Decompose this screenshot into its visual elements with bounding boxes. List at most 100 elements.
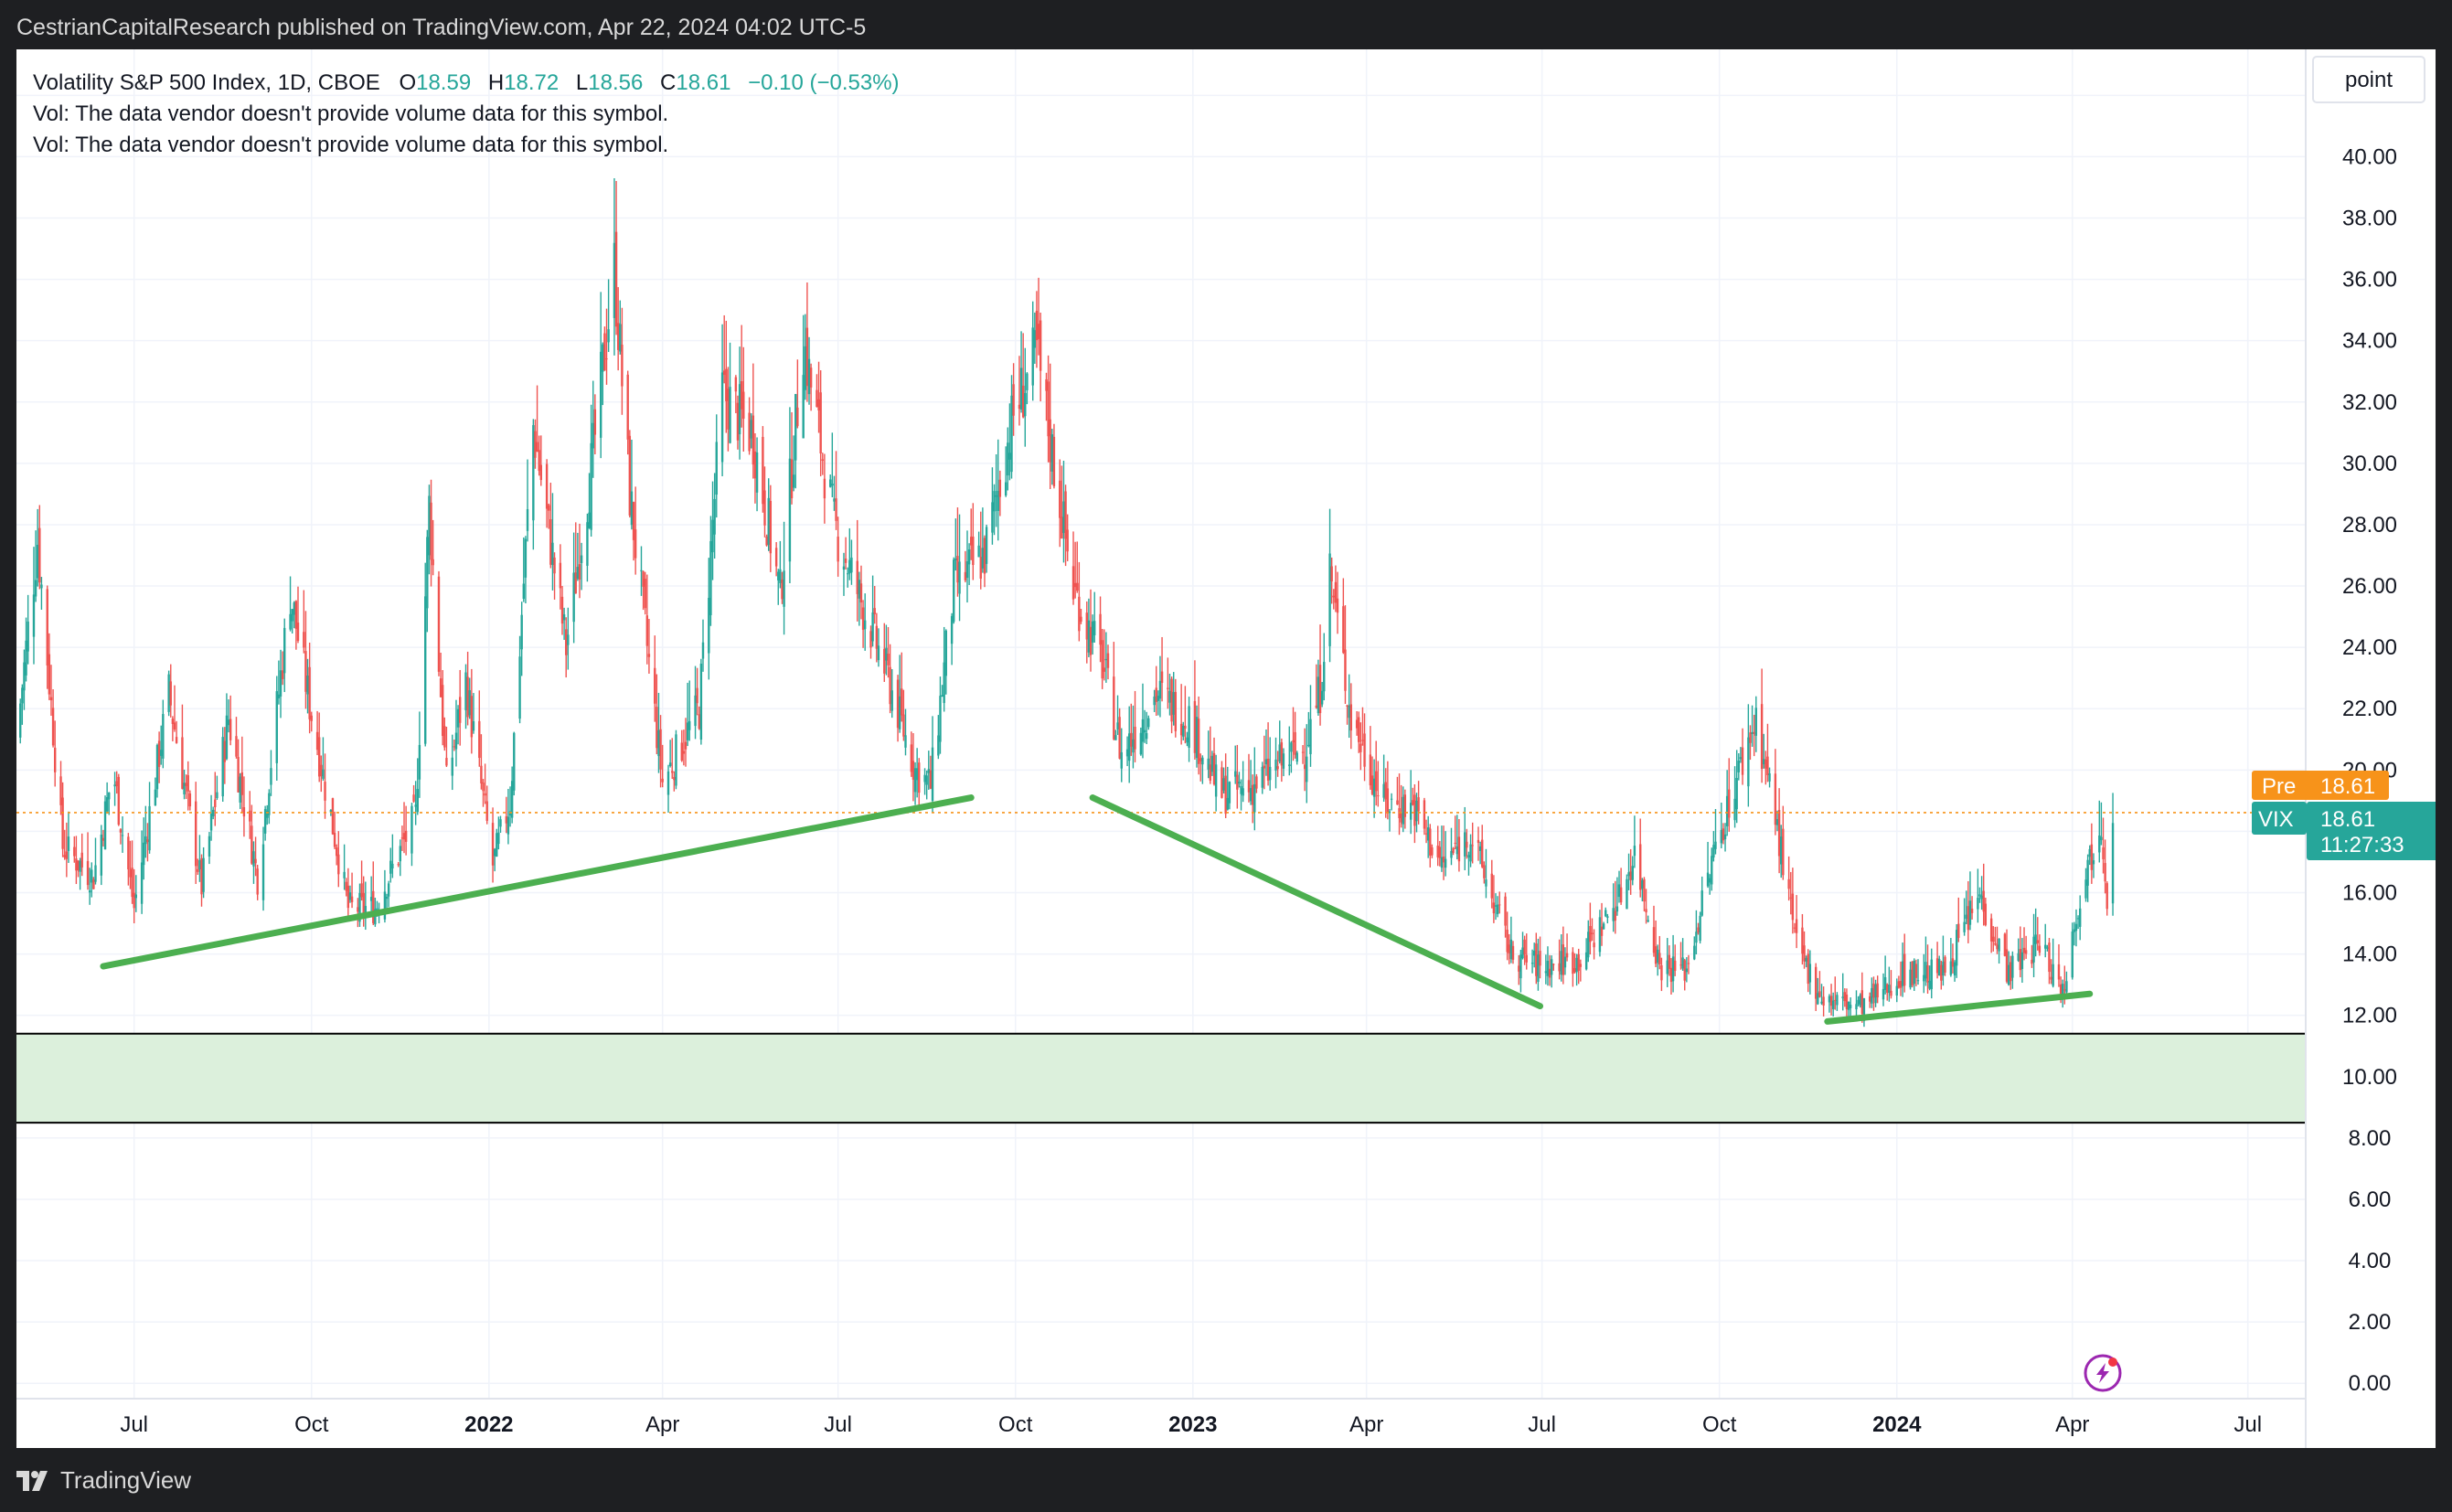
pre-tag-bg <box>2252 771 2389 800</box>
candle-body <box>410 805 413 854</box>
grid <box>16 49 2306 1399</box>
candle-body <box>1831 1000 1835 1009</box>
candle-body <box>981 548 985 569</box>
candle-body <box>859 583 863 603</box>
tradingview-logo-icon <box>16 1470 48 1491</box>
candle-body <box>1584 952 1588 970</box>
candle-body <box>2036 940 2039 943</box>
candle-body <box>796 407 799 427</box>
candle-body <box>931 747 934 802</box>
candle-body <box>337 854 340 875</box>
candle-body <box>1700 890 1703 916</box>
candle-body <box>63 855 66 857</box>
candle-body <box>696 687 698 704</box>
candle-body <box>1587 932 1590 958</box>
scale-mode-label[interactable]: point <box>2345 68 2393 92</box>
candle-body <box>133 892 135 909</box>
candle-body <box>748 412 751 452</box>
candle-body <box>783 570 785 607</box>
candle-body <box>129 869 132 878</box>
candle-body <box>1396 800 1399 805</box>
candle-body <box>722 370 726 375</box>
candle-body <box>1511 945 1515 960</box>
candle-body <box>442 685 444 737</box>
candle-body <box>1795 919 1798 933</box>
candle-body <box>970 537 973 546</box>
candle-body <box>1301 751 1305 753</box>
candle-body <box>1477 839 1480 844</box>
candle-body <box>1506 929 1509 953</box>
candle-body <box>1712 845 1715 857</box>
candle-body <box>1320 690 1324 705</box>
candle-body <box>1808 964 1812 983</box>
candle-body <box>1923 974 1925 982</box>
candle-body <box>680 742 683 761</box>
candle-body <box>1658 953 1661 964</box>
candle-body <box>167 674 170 712</box>
trendlines[interactable] <box>100 794 2094 1025</box>
price-axis[interactable]: 0.00 2.00 4.00 6.00 8.00 10.00 12.00 14.00 16.00… <box>2342 83 2397 1396</box>
candle-body <box>1519 954 1522 979</box>
candle-body <box>101 837 105 841</box>
candle-body <box>198 860 201 870</box>
candle-body <box>275 691 278 763</box>
candle-body <box>1071 566 1075 600</box>
price-tick-label: 0.00 <box>2349 1371 2392 1396</box>
candle-body <box>1631 866 1634 880</box>
candle-body <box>1669 967 1673 983</box>
tradingview-logo[interactable]: TradingView <box>16 1466 191 1495</box>
candle-body <box>416 789 419 813</box>
candle-body <box>1994 942 1997 945</box>
candle-body <box>809 367 813 388</box>
scale-mode-button[interactable]: point <box>2312 56 2425 103</box>
candle-body <box>1657 949 1659 963</box>
candle-body <box>443 726 446 748</box>
candle-body <box>1888 985 1891 994</box>
candle-body <box>1753 731 1755 734</box>
candle-body <box>79 860 81 872</box>
candle-body <box>2074 923 2078 932</box>
vix-candlestick-chart[interactable]: 0.00 2.00 4.00 6.00 8.00 10.00 12.00 14.00 16.00… <box>16 49 2444 1448</box>
candle-body <box>964 571 967 580</box>
chart-area[interactable]: 0.00 2.00 4.00 6.00 8.00 10.00 12.00 14.00 16.00… <box>16 49 2444 1448</box>
candle-body <box>616 323 620 350</box>
candle-body <box>630 491 634 526</box>
candle-body <box>1464 832 1466 857</box>
candle-body <box>1323 662 1326 692</box>
candle-body <box>1268 766 1272 781</box>
candle-body <box>1573 968 1576 973</box>
candle-body <box>1222 778 1225 791</box>
candle-body <box>94 865 97 882</box>
candle-body <box>48 654 51 695</box>
candle-body <box>1440 857 1444 868</box>
candle-body <box>1318 665 1322 714</box>
candle-body <box>1845 994 1849 1010</box>
lightning-icon[interactable] <box>2084 1354 2122 1392</box>
candle-body <box>37 544 39 579</box>
candle-body <box>1523 939 1526 955</box>
candle-body <box>614 231 618 327</box>
candle-body <box>1303 764 1306 770</box>
candle-body <box>1021 385 1025 418</box>
candle-body <box>1153 696 1156 706</box>
candle-body <box>372 890 375 923</box>
candle-body <box>1193 700 1197 753</box>
candle-body <box>185 783 187 786</box>
candle-body <box>1317 676 1320 714</box>
candle-body <box>1872 983 1875 998</box>
candle-body <box>1673 960 1677 971</box>
candle-body <box>524 538 528 578</box>
candle-body <box>119 829 123 833</box>
candle-body <box>1315 705 1318 708</box>
candle-body <box>518 656 521 719</box>
time-axis[interactable]: Jul Oct 2022 Apr Jul Oct 2023 Apr Jul Oct 2024 Apr J… <box>120 1412 2262 1437</box>
candle-body <box>804 346 806 390</box>
candle-body <box>1093 621 1096 635</box>
candle-body <box>1236 774 1239 790</box>
candle-body <box>188 793 192 807</box>
candle-body <box>1600 926 1604 936</box>
candle-body <box>628 435 632 516</box>
candle-body <box>549 518 552 565</box>
candle-body <box>871 612 874 642</box>
candle-body <box>1039 320 1042 371</box>
